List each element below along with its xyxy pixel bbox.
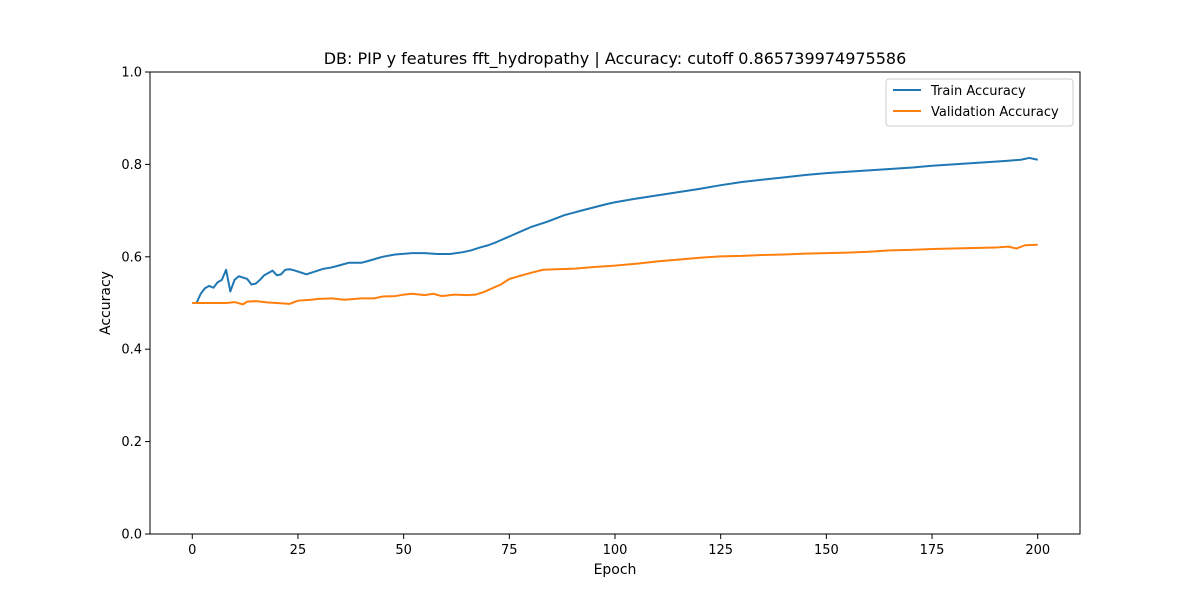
x-axis-title: Epoch — [594, 562, 637, 578]
y-tick-label: 0.8 — [121, 158, 142, 173]
x-tick-label: 150 — [814, 543, 839, 558]
x-tick-label: 100 — [603, 543, 628, 558]
y-tick-label: 1.0 — [121, 66, 142, 81]
chart-title: DB: PIP y features fft_hydropathy | Accu… — [324, 49, 907, 69]
validation-accuracy-line — [192, 243, 1038, 306]
x-tick-label: 50 — [395, 543, 412, 558]
x-tick-label: 75 — [501, 543, 518, 558]
y-tick-label: 0.0 — [121, 528, 142, 543]
series-group — [192, 156, 1038, 306]
x-tick-label: 25 — [290, 543, 307, 558]
y-tick-label: 0.4 — [121, 343, 142, 358]
x-tick-label: 125 — [708, 543, 733, 558]
x-tick-label: 0 — [188, 543, 196, 558]
y-tick-label: 0.6 — [121, 250, 142, 265]
y-axis-title: Accuracy — [98, 271, 114, 335]
legend: Train Accuracy Validation Accuracy — [885, 78, 1074, 127]
legend-label-train: Train Accuracy — [930, 84, 1026, 99]
legend-label-validation: Validation Accuracy — [931, 105, 1059, 120]
y-axis: 0.0 0.2 0.4 0.6 0.8 1.0 — [121, 66, 150, 543]
legend-box — [885, 78, 1074, 127]
x-tick-label: 200 — [1025, 543, 1050, 558]
train-accuracy-line — [192, 156, 1038, 304]
y-tick-label: 0.2 — [121, 435, 142, 450]
x-axis: 0 25 50 75 100 125 150 175 200 — [188, 534, 1050, 558]
x-tick-label: 175 — [920, 543, 945, 558]
